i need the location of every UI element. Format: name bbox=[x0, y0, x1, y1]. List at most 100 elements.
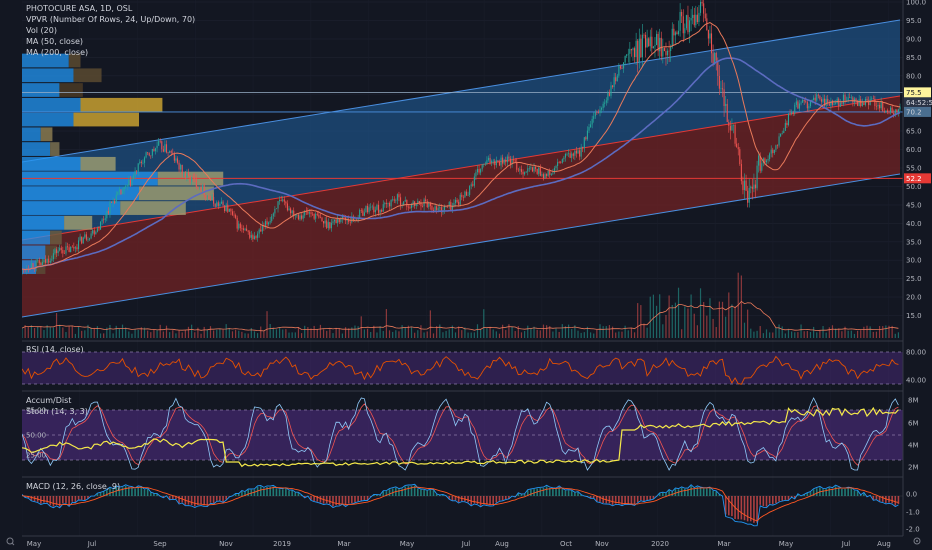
candle-body bbox=[899, 106, 901, 110]
macd-histogram-bar bbox=[197, 496, 199, 505]
macd-histogram-bar bbox=[146, 488, 149, 496]
candle-body bbox=[809, 101, 812, 107]
candle-body bbox=[555, 166, 557, 169]
candle-body bbox=[772, 149, 774, 154]
vpvr-down-bar bbox=[40, 127, 53, 142]
candle-body bbox=[582, 146, 584, 149]
volume-bar bbox=[869, 326, 871, 338]
candle-body bbox=[786, 122, 788, 126]
candle-body bbox=[244, 228, 246, 230]
candle-body bbox=[107, 210, 109, 214]
zoom-icon[interactable] bbox=[6, 537, 15, 546]
volume-bar bbox=[791, 331, 793, 338]
macd-histogram-bar bbox=[803, 494, 805, 496]
candle-body bbox=[250, 235, 252, 238]
candle-body bbox=[436, 206, 438, 210]
macd-histogram-bar bbox=[24, 496, 26, 498]
stoch-k-line bbox=[21, 397, 899, 471]
legend-vpvr[interactable]: VPVR (Number Of Rows, 24, Up/Down, 70) bbox=[26, 15, 195, 24]
candle-body bbox=[820, 99, 823, 102]
macd-histogram-bar bbox=[335, 496, 337, 506]
macd-histogram-bar bbox=[621, 496, 623, 505]
legend-vol[interactable]: Vol (20) bbox=[26, 26, 57, 35]
candle-body bbox=[802, 100, 804, 103]
legend-ma50[interactable]: MA (50, close) bbox=[26, 37, 83, 46]
candle-body bbox=[115, 194, 117, 204]
volume-bar bbox=[81, 330, 83, 338]
volume-bar bbox=[571, 329, 573, 338]
candle-body bbox=[92, 230, 94, 234]
candle-body bbox=[872, 98, 874, 100]
candle-body bbox=[743, 180, 746, 191]
volume-bar bbox=[671, 304, 673, 338]
candle-body bbox=[54, 249, 56, 254]
candle-body bbox=[470, 184, 472, 187]
candle-body bbox=[349, 221, 351, 223]
macd-histogram-bar bbox=[190, 496, 193, 506]
candle-body bbox=[211, 197, 213, 201]
price-tick: 40.0 bbox=[906, 220, 922, 228]
candle-body bbox=[621, 68, 623, 69]
candle-body bbox=[458, 201, 460, 205]
candle-body bbox=[833, 103, 835, 105]
candle-body bbox=[577, 150, 579, 154]
candle-body bbox=[162, 149, 164, 152]
volume-bar bbox=[228, 328, 230, 338]
volume-bar bbox=[178, 330, 180, 338]
candle-body bbox=[849, 97, 851, 98]
macd-histogram-bar bbox=[724, 496, 727, 515]
candle-body bbox=[748, 187, 750, 203]
macd-histogram-bar bbox=[825, 489, 827, 496]
candle-body bbox=[228, 208, 230, 212]
volume-bar bbox=[439, 324, 441, 338]
macd-histogram-bar bbox=[812, 489, 815, 496]
vpvr-down-bar bbox=[80, 156, 116, 171]
candle-body bbox=[875, 105, 877, 107]
macd-histogram-bar bbox=[793, 496, 796, 499]
price-tick: 30.0 bbox=[906, 257, 922, 265]
candle-body bbox=[285, 201, 287, 204]
candle-body bbox=[222, 201, 224, 206]
macd-histogram-bar bbox=[137, 486, 140, 496]
macd-histogram-bar bbox=[407, 486, 410, 496]
candle-body bbox=[593, 116, 595, 119]
macd-histogram-bar bbox=[749, 496, 752, 522]
volume-bar bbox=[322, 329, 325, 338]
candle-body bbox=[172, 152, 174, 155]
candle-body bbox=[638, 38, 640, 63]
candle-body bbox=[714, 52, 716, 64]
candle-body bbox=[783, 130, 785, 134]
candle-body bbox=[739, 149, 741, 165]
candle-body bbox=[239, 223, 241, 229]
macd-histogram-bar bbox=[454, 496, 457, 501]
volume-bar bbox=[49, 327, 51, 338]
volume-bar bbox=[624, 325, 626, 338]
candle-body bbox=[649, 36, 651, 47]
volume-bar bbox=[841, 331, 843, 338]
candle-body bbox=[495, 160, 497, 166]
macd-histogram-bar bbox=[215, 496, 218, 501]
candle-body bbox=[612, 85, 614, 88]
candle-body bbox=[390, 199, 392, 207]
legend-ma200[interactable]: MA (200, close) bbox=[26, 48, 88, 57]
volume-bar bbox=[668, 295, 670, 338]
candle-body bbox=[56, 249, 58, 254]
time-tick: Nov bbox=[595, 540, 609, 548]
time-axis[interactable]: May Jul Sep Nov 2019 Mar May Jul Aug Oct Nov 2020 Ma… bbox=[27, 540, 891, 548]
candle-body bbox=[583, 137, 585, 149]
stoch-pane[interactable]: Accum/Dist Stoch (14, 3, 3) bbox=[21, 396, 903, 471]
candle-body bbox=[459, 194, 461, 205]
macd-pane[interactable]: MACD (12, 26, close, 9) bbox=[21, 482, 903, 527]
price-tick: 100.0 bbox=[906, 0, 926, 7]
settings-gear-icon[interactable] bbox=[913, 537, 921, 545]
macd-histogram-bar bbox=[580, 494, 582, 496]
candle-body bbox=[304, 211, 306, 216]
rsi-pane[interactable]: RSI (14, close) bbox=[21, 345, 903, 385]
candle-body bbox=[513, 159, 515, 161]
candle-body bbox=[877, 105, 879, 107]
volume-bar bbox=[725, 316, 727, 338]
macd-histogram-bar bbox=[809, 491, 812, 496]
volume-bar bbox=[567, 324, 570, 338]
volume-bar bbox=[278, 327, 281, 338]
